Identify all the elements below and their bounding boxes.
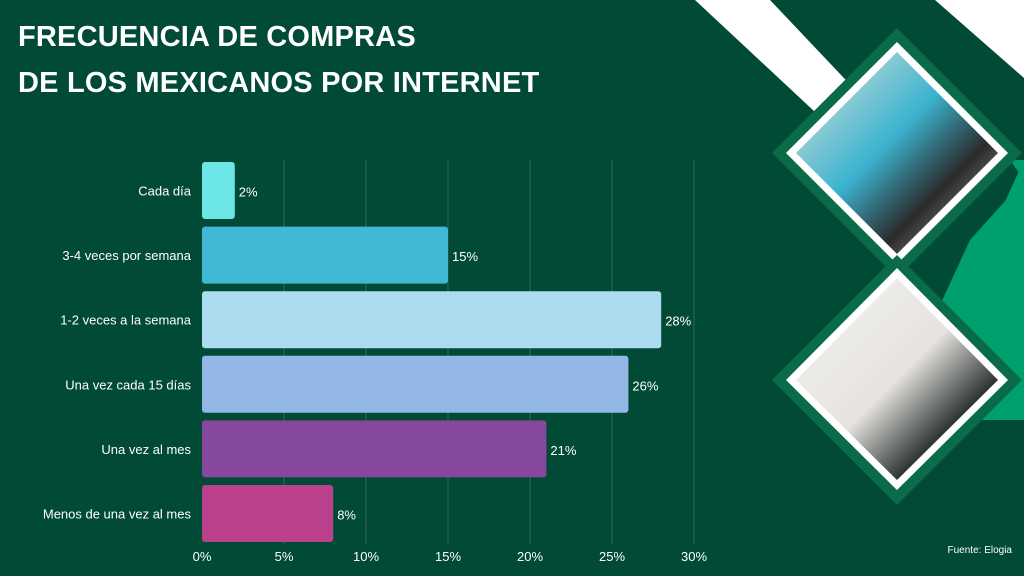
category-label: Una vez al mes — [101, 442, 191, 457]
source-note: Fuente: Elogia — [947, 545, 1013, 556]
white-stripe — [695, 0, 860, 112]
title-line-1: FRECUENCIA DE COMPRAS — [18, 21, 416, 53]
bar — [202, 226, 448, 284]
white-corner — [935, 0, 1024, 78]
data-label: 8% — [337, 508, 356, 523]
data-label: 26% — [632, 378, 658, 393]
x-tick-label: 25% — [599, 549, 625, 564]
bar — [202, 485, 334, 542]
x-tick-label: 30% — [681, 549, 707, 564]
x-tick-label: 15% — [435, 549, 461, 564]
x-tick-label: 5% — [275, 549, 294, 564]
data-label: 21% — [550, 443, 576, 458]
category-label: Cada día — [138, 184, 192, 199]
x-tick-label: 20% — [517, 549, 543, 564]
category-label: 1-2 veces a la semana — [60, 313, 192, 328]
x-tick-label: 0% — [193, 549, 212, 564]
bar — [202, 355, 629, 413]
category-label: Una vez cada 15 días — [65, 377, 191, 392]
category-label: Menos de una vez al mes — [43, 507, 192, 522]
x-tick-label: 10% — [353, 549, 379, 564]
title-line-2: DE LOS MEXICANOS POR INTERNET — [18, 67, 540, 99]
data-label: 2% — [239, 185, 258, 200]
data-label: 15% — [452, 249, 478, 264]
photo-woman — [796, 52, 998, 254]
bar — [202, 420, 547, 478]
bar — [202, 291, 662, 349]
page-title: FRECUENCIA DE COMPRAS DE LOS MEXICANOS P… — [18, 14, 539, 106]
bar — [202, 162, 235, 219]
category-label: 3-4 veces por semana — [62, 248, 191, 263]
green-accent-band — [960, 160, 1024, 420]
photo-phone-card — [796, 278, 998, 480]
data-label: 28% — [665, 314, 691, 329]
